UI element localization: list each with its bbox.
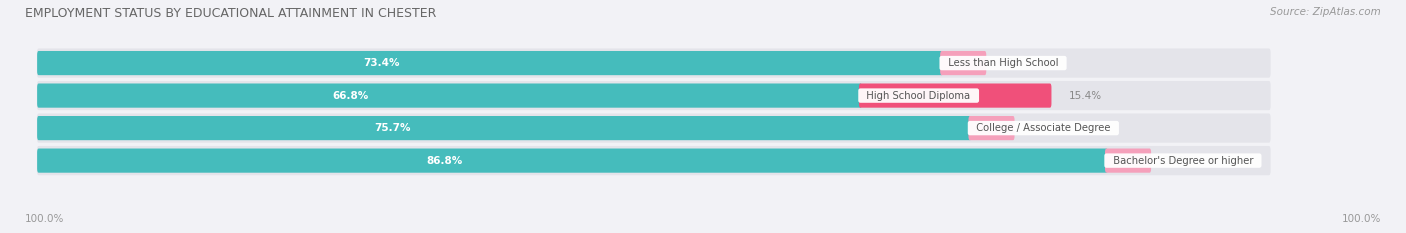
FancyBboxPatch shape [37,113,1271,143]
FancyBboxPatch shape [37,116,972,140]
Text: Less than High School: Less than High School [942,58,1064,68]
Text: 0.0%: 0.0% [1025,123,1052,133]
Text: 75.7%: 75.7% [374,123,411,133]
Text: 73.4%: 73.4% [364,58,401,68]
Text: 0.0%: 0.0% [997,58,1024,68]
Text: Bachelor's Degree or higher: Bachelor's Degree or higher [1107,156,1260,166]
FancyBboxPatch shape [37,146,1271,175]
Text: 100.0%: 100.0% [1341,214,1381,224]
Text: High School Diploma: High School Diploma [860,91,977,101]
Text: 100.0%: 100.0% [25,214,65,224]
Text: 86.8%: 86.8% [426,156,463,166]
FancyBboxPatch shape [37,83,862,108]
Text: EMPLOYMENT STATUS BY EDUCATIONAL ATTAINMENT IN CHESTER: EMPLOYMENT STATUS BY EDUCATIONAL ATTAINM… [25,7,437,20]
FancyBboxPatch shape [1105,148,1152,173]
FancyBboxPatch shape [969,116,1015,140]
Text: 0.0%: 0.0% [1161,156,1188,166]
FancyBboxPatch shape [859,83,1052,108]
FancyBboxPatch shape [37,51,943,75]
Text: College / Associate Degree: College / Associate Degree [970,123,1116,133]
Text: Source: ZipAtlas.com: Source: ZipAtlas.com [1270,7,1381,17]
FancyBboxPatch shape [37,48,1271,78]
Text: 15.4%: 15.4% [1069,91,1101,101]
FancyBboxPatch shape [37,81,1271,110]
FancyBboxPatch shape [941,51,986,75]
Text: 66.8%: 66.8% [333,91,370,101]
FancyBboxPatch shape [37,148,1108,173]
